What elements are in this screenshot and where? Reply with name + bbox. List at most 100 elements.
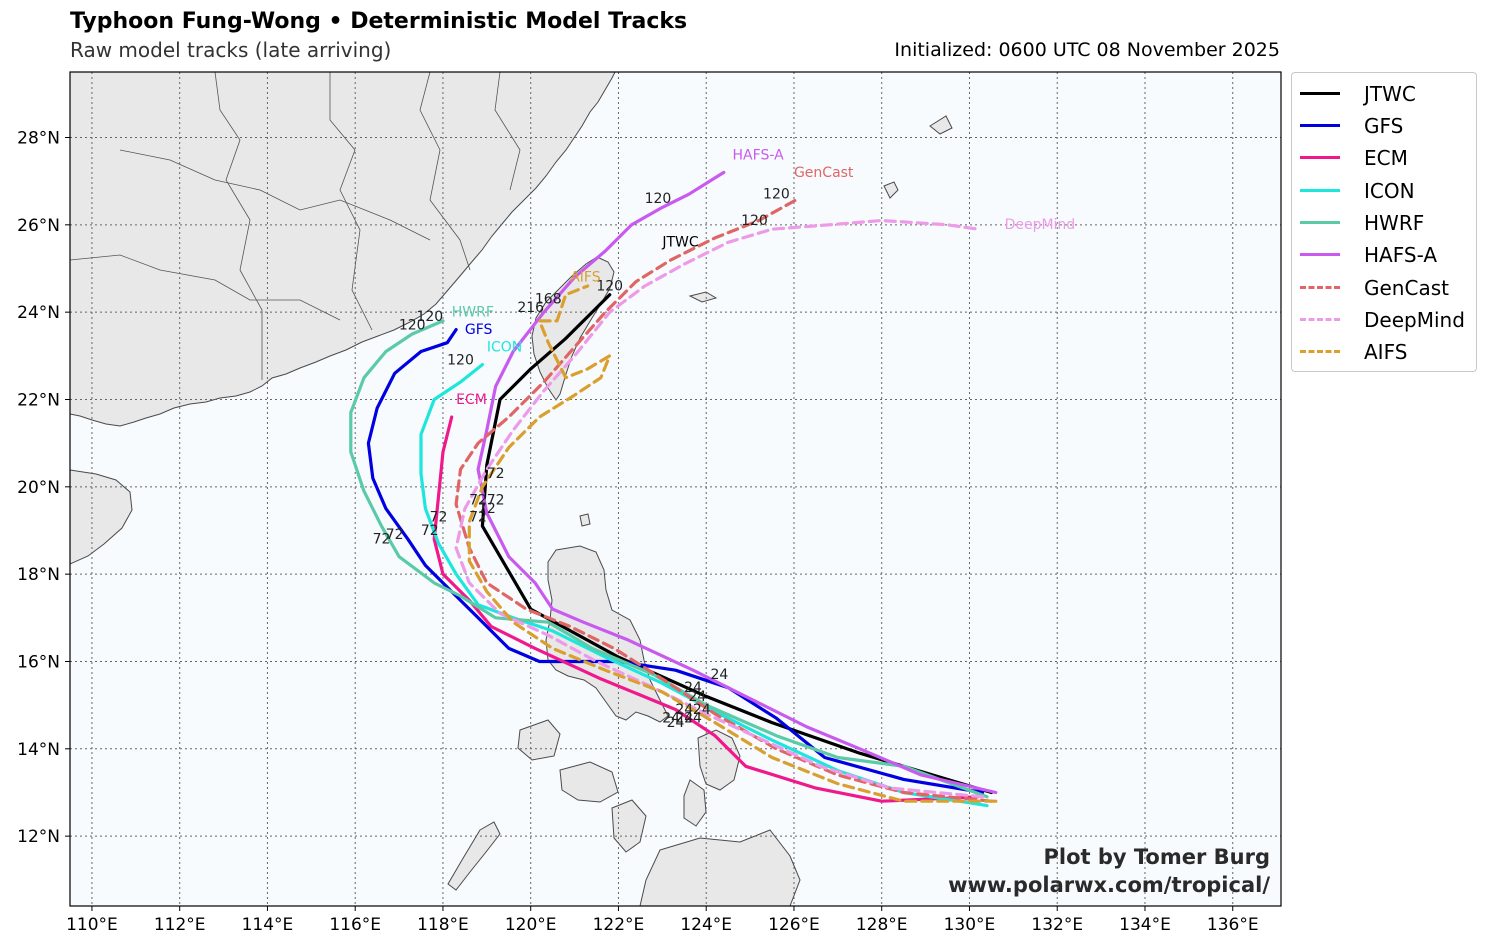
land-okinawa: [883, 181, 899, 199]
y-tick-label: 26°N: [17, 216, 60, 236]
land-negros: [611, 799, 647, 853]
track-aifs: [467, 284, 998, 803]
forecast-hour-label: 24: [689, 689, 707, 705]
y-tick-label: 16°N: [17, 652, 60, 672]
y-tick-label: 12°N: [17, 827, 60, 847]
x-tick-label: 116°E: [329, 915, 381, 935]
legend-swatch: [1300, 350, 1340, 353]
forecast-hour-label: 24: [684, 711, 702, 727]
forecast-hour-label: 24: [662, 711, 680, 727]
track-label-layer: 24 72 120 JTWC 24 72 120 GFS 24 72 ECM 24 72 120 ICON 2…: [373, 147, 1076, 731]
forecast-hour-label: 120: [645, 191, 672, 207]
forecast-hour-label: 24: [675, 711, 693, 727]
y-tick-label: 18°N: [17, 565, 60, 585]
forecast-hour-label: 120: [741, 213, 768, 229]
track-end-label: AIFS: [570, 270, 601, 286]
x-tick-label: 136°E: [1207, 915, 1259, 935]
track-end-label: GFS: [465, 322, 493, 338]
land-leizhou: [70, 469, 133, 565]
legend-swatch: [1300, 156, 1340, 159]
forecast-hour-label: 72: [487, 466, 505, 482]
track-icon: [419, 363, 989, 808]
x-tick-label: 110°E: [66, 915, 118, 935]
province-border: [119, 149, 431, 241]
x-tick-label: 130°E: [944, 915, 996, 935]
axis-ticks: 110°E 112°E 114°E 116°E 118°E 120°E 122°E 124°E…: [17, 128, 1258, 935]
x-tick-label: 124°E: [680, 915, 732, 935]
land-kyushu: [929, 115, 953, 135]
y-tick-label: 28°N: [17, 128, 60, 148]
legend-item-gfs: GFS: [1292, 109, 1476, 141]
province-border: [214, 72, 263, 380]
legend-label: HWRF: [1364, 211, 1425, 235]
forecast-hour-label: 120: [447, 353, 474, 369]
legend: JTWC GFS ECM ICON HWRF HAFS-A GenCast De…: [1291, 72, 1477, 372]
track-end-label: GenCast: [794, 165, 854, 181]
border-layer: [70, 72, 521, 380]
legend-item-ecm: ECM: [1292, 141, 1476, 173]
legend-label: HAFS-A: [1364, 243, 1438, 267]
track-end-label: HWRF: [452, 305, 494, 321]
legend-swatch: [1300, 189, 1340, 192]
track-end-label: ICON: [487, 339, 522, 355]
forecast-hour-label: 24: [693, 702, 711, 718]
land-palawan: [447, 821, 501, 891]
land-bashi: [579, 513, 591, 527]
x-tick-label: 120°E: [505, 915, 557, 935]
land-panay: [559, 761, 619, 803]
land-china: [70, 72, 616, 427]
y-tick-label: 22°N: [17, 390, 60, 410]
legend-item-deepmind: DeepMind: [1292, 303, 1476, 335]
y-tick-label: 14°N: [17, 740, 60, 760]
x-tick-label: 118°E: [417, 915, 469, 935]
legend-label: ECM: [1364, 146, 1408, 170]
track-hwrf: [349, 319, 989, 799]
credit-url: www.polarwx.com/tropical/: [948, 873, 1270, 897]
forecast-hour-label: 168: [535, 291, 562, 307]
legend-swatch: [1300, 221, 1340, 224]
legend-swatch: [1300, 286, 1340, 289]
legend-swatch: [1300, 124, 1340, 127]
legend-item-hafs-a: HAFS-A: [1292, 238, 1476, 270]
legend-swatch: [1300, 92, 1340, 95]
legend-swatch: [1300, 253, 1340, 256]
y-tick-label: 20°N: [17, 478, 60, 498]
forecast-hour-label: 72: [421, 523, 439, 539]
forecast-hour-label: 72: [478, 501, 496, 517]
y-tick-label: 24°N: [17, 303, 60, 323]
forecast-hour-label: 72: [469, 510, 487, 526]
track-end-label: HAFS-A: [733, 147, 785, 163]
legend-label: ICON: [1364, 179, 1415, 203]
forecast-hour-label: 216: [517, 300, 544, 316]
forecast-hour-label: 72: [487, 492, 505, 508]
track-ecm: [432, 415, 980, 803]
legend-item-jtwc: JTWC: [1292, 77, 1476, 109]
x-tick-label: 122°E: [593, 915, 645, 935]
legend-label: AIFS: [1364, 340, 1408, 364]
land-samar: [697, 729, 741, 791]
map-frame: [69, 71, 1282, 907]
forecast-hour-label: 72: [430, 510, 448, 526]
track-layer: [349, 170, 998, 808]
land-yaeyama: [688, 291, 718, 303]
forecast-hour-label: 120: [399, 318, 426, 334]
chart-title: Typhoon Fung-Wong • Deterministic Model …: [70, 9, 688, 34]
legend-item-gencast: GenCast: [1292, 271, 1476, 303]
land-leyte: [683, 779, 707, 827]
x-tick-label: 112°E: [154, 915, 206, 935]
initialized-time: Initialized: 0600 UTC 08 November 2025: [894, 39, 1280, 61]
province-border: [494, 72, 521, 191]
legend-item-icon: ICON: [1292, 174, 1476, 206]
legend-swatch: [1300, 318, 1340, 321]
track-hafs-a: [476, 170, 998, 795]
land-mindoro: [517, 719, 561, 761]
province-border: [419, 72, 471, 271]
forecast-hour-label: 120: [763, 187, 790, 203]
track-deepmind: [454, 218, 985, 799]
land-mindanao: [639, 829, 801, 906]
land-layer: [70, 72, 953, 906]
legend-item-aifs: AIFS: [1292, 335, 1476, 367]
legend-label: DeepMind: [1364, 308, 1465, 332]
forecast-hour-label: 24: [684, 680, 702, 696]
legend-label: JTWC: [1364, 82, 1416, 106]
